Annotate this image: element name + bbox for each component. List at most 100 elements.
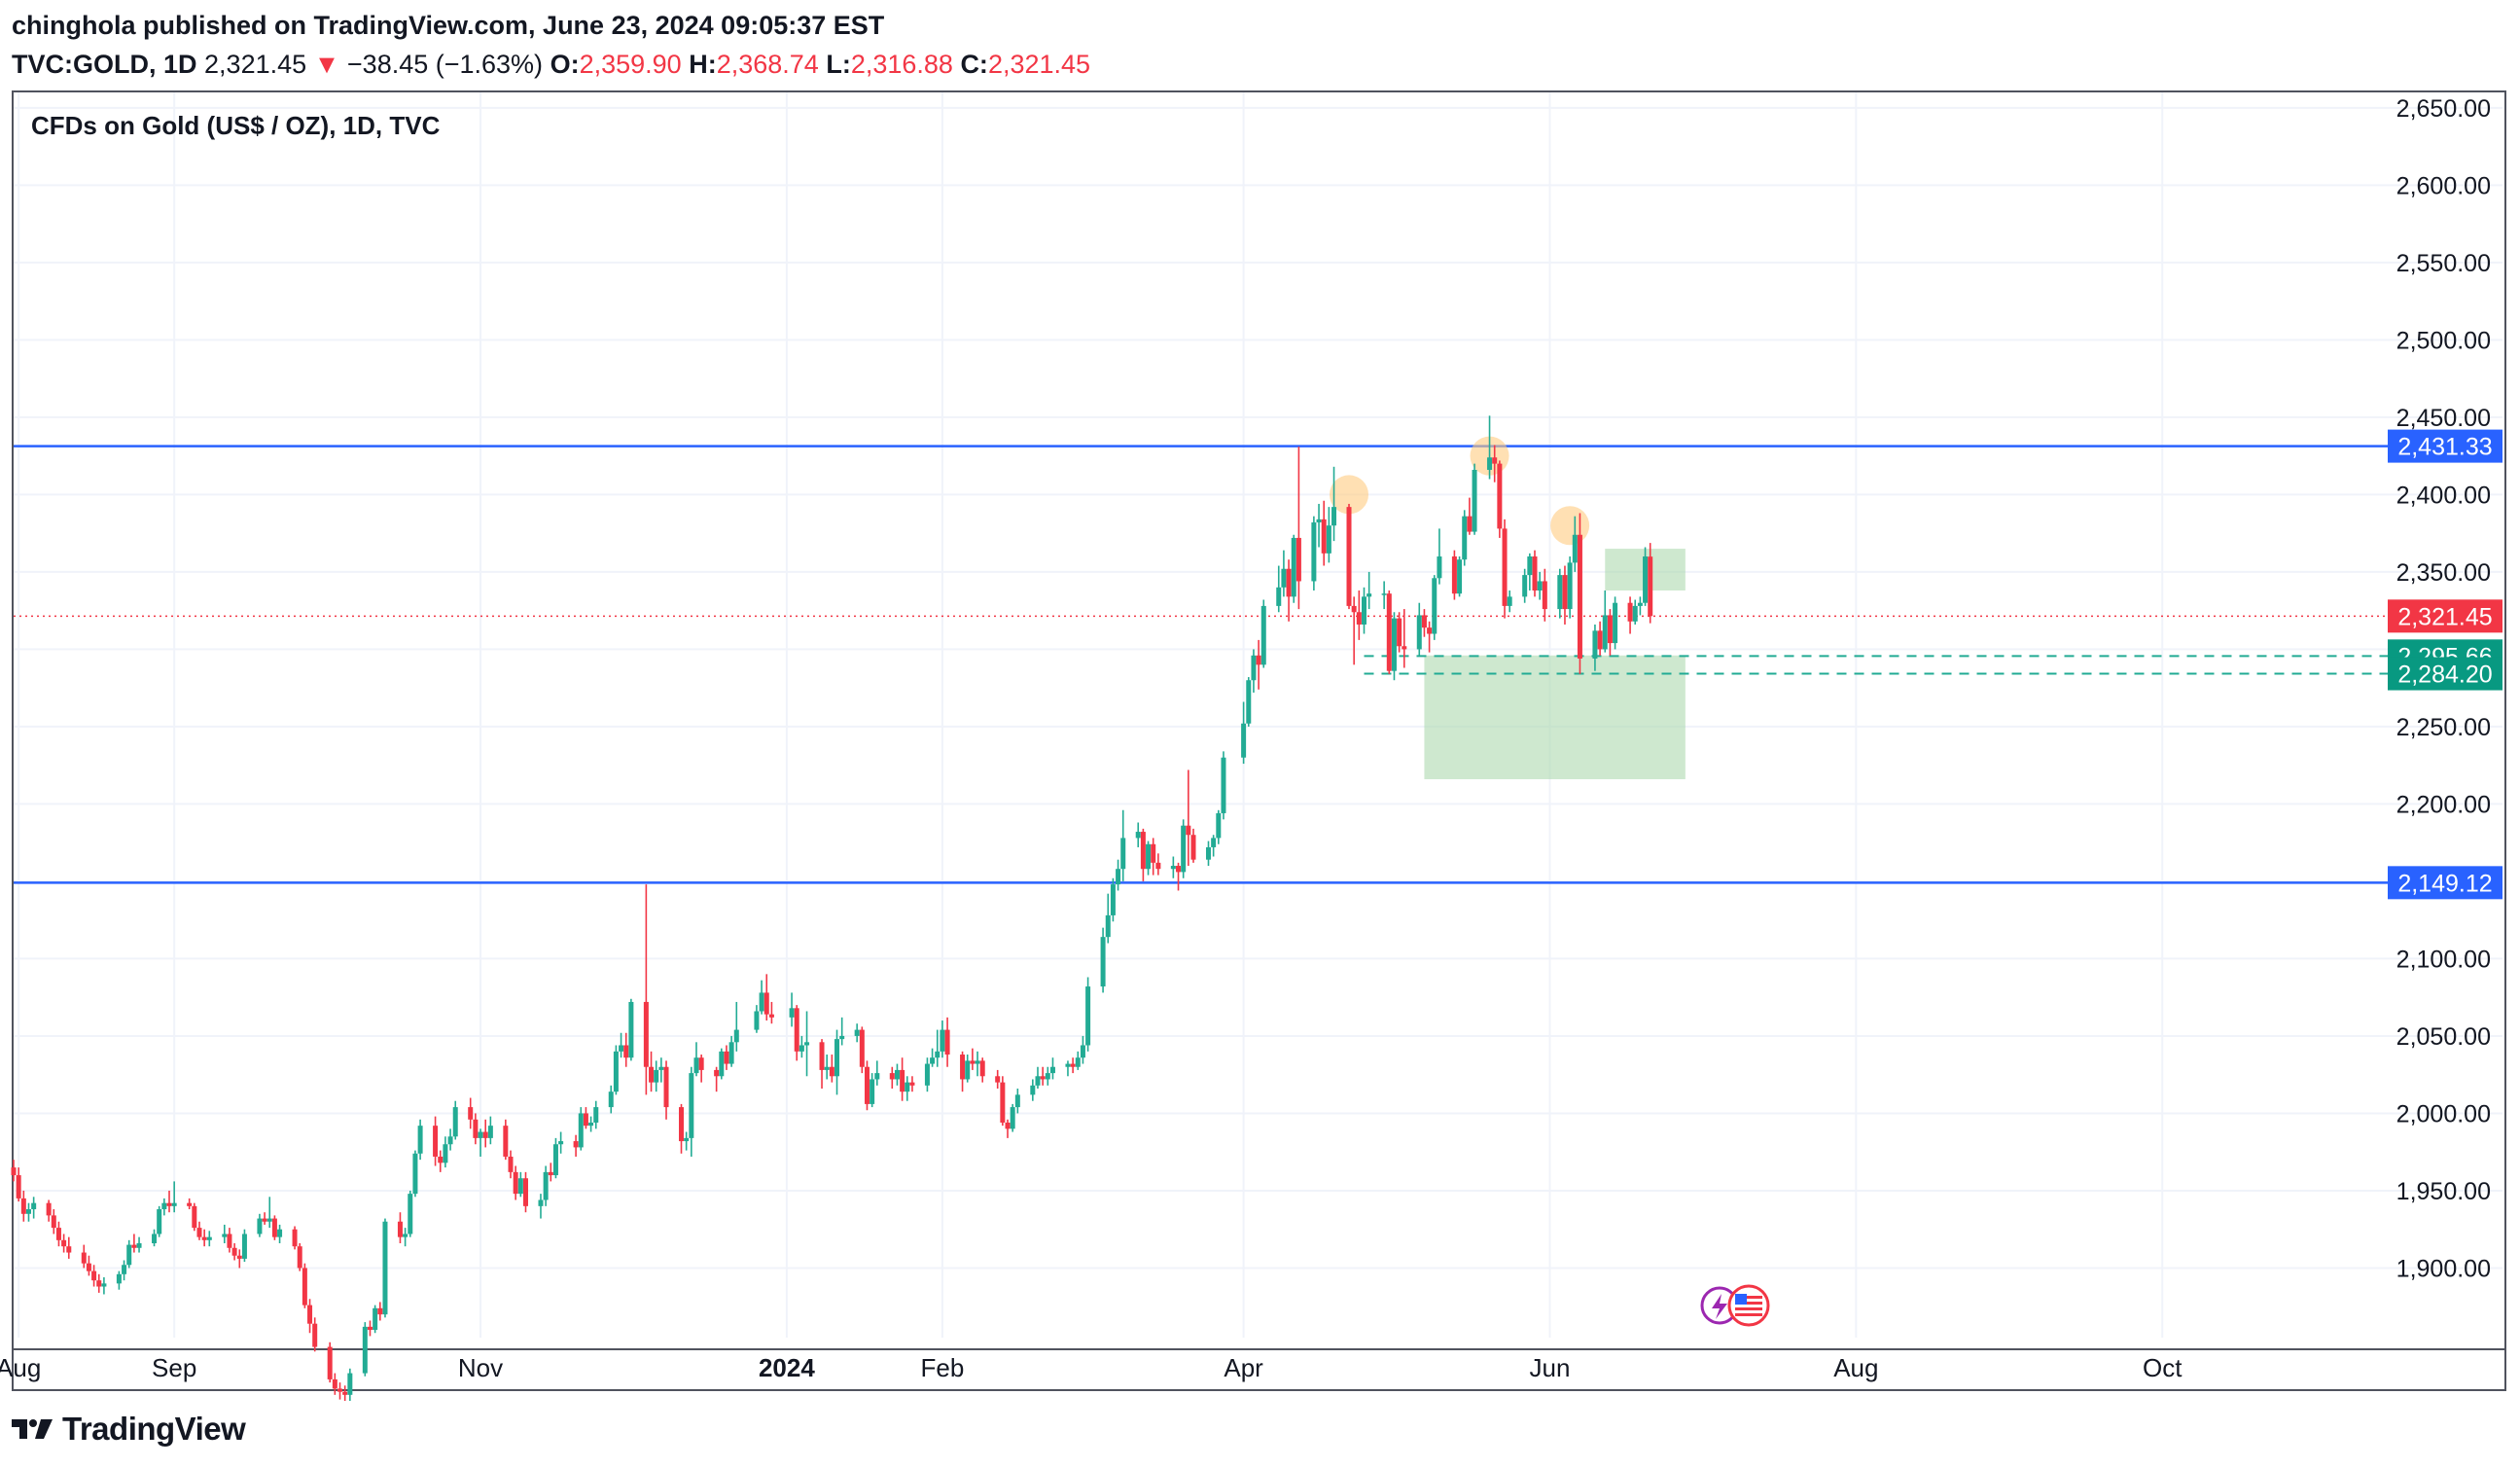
flag-stripe bbox=[1735, 1307, 1762, 1310]
flag-stripe bbox=[1735, 1313, 1762, 1316]
price-axis-label: 2,650.00 bbox=[2396, 95, 2491, 123]
candle-body bbox=[1397, 618, 1402, 647]
low-value: 2,316.88 bbox=[850, 50, 953, 79]
change-text: −38.45 (−1.63%) bbox=[346, 50, 544, 79]
candle-body bbox=[1557, 575, 1563, 610]
close-label: C: bbox=[960, 50, 988, 79]
candle-body bbox=[935, 1051, 941, 1058]
candle-body bbox=[1295, 537, 1301, 582]
candle-body bbox=[684, 1137, 690, 1142]
candle-body bbox=[1151, 843, 1156, 863]
candle-body bbox=[1246, 680, 1252, 724]
candle-body bbox=[187, 1202, 193, 1206]
candle-body bbox=[1316, 519, 1322, 523]
candle-body bbox=[517, 1178, 523, 1195]
candle-body bbox=[1176, 866, 1182, 873]
candle-body bbox=[1567, 562, 1573, 610]
candle-body bbox=[1100, 937, 1106, 987]
candle-body bbox=[593, 1107, 599, 1123]
candle-body bbox=[619, 1045, 624, 1052]
candle-body bbox=[679, 1107, 685, 1142]
candle-body bbox=[1049, 1066, 1055, 1074]
candle-body bbox=[1326, 525, 1331, 554]
time-axis-label: Nov bbox=[458, 1353, 503, 1382]
candle-body bbox=[292, 1229, 298, 1247]
candle-body bbox=[161, 1202, 167, 1210]
candle-body bbox=[839, 1035, 845, 1040]
candle-body bbox=[1010, 1107, 1015, 1129]
candle-body bbox=[262, 1218, 267, 1222]
candle-body bbox=[1311, 522, 1317, 582]
candle-body bbox=[1085, 986, 1091, 1046]
candle-body bbox=[1637, 602, 1643, 606]
candle-body bbox=[905, 1082, 910, 1092]
candle-body bbox=[1186, 825, 1191, 836]
price-badge-label: 2,431.33 bbox=[2397, 434, 2492, 461]
candle-body bbox=[1040, 1076, 1046, 1080]
candle-body bbox=[116, 1273, 122, 1284]
candle-body bbox=[1643, 556, 1649, 603]
candle-body bbox=[759, 992, 764, 1012]
candle-body bbox=[452, 1107, 458, 1137]
candle-body bbox=[206, 1236, 212, 1240]
chart-frame[interactable] bbox=[12, 90, 2506, 1391]
candle-body bbox=[1251, 655, 1257, 681]
candle-body bbox=[870, 1079, 875, 1104]
candle-body bbox=[864, 1066, 870, 1104]
publisher-text: chinghola published on TradingView.com, … bbox=[12, 11, 885, 40]
candle-body bbox=[1597, 630, 1603, 650]
candle-body bbox=[1522, 575, 1528, 597]
chart-title: CFDs on Gold (US$ / OZ), 1D, TVC bbox=[31, 111, 441, 140]
candle-body bbox=[362, 1326, 368, 1374]
candle-body bbox=[66, 1246, 72, 1253]
candle-body bbox=[1532, 556, 1538, 590]
candle-body bbox=[271, 1218, 277, 1237]
candle-body bbox=[131, 1244, 137, 1248]
candle-body bbox=[433, 1126, 439, 1157]
candle-body bbox=[1572, 534, 1578, 563]
price-badge-label: 2,321.45 bbox=[2397, 603, 2492, 630]
price-axis-label: 2,350.00 bbox=[2396, 559, 2491, 587]
candle-body bbox=[719, 1051, 725, 1077]
candle-body bbox=[1014, 1094, 1020, 1108]
candle-body bbox=[101, 1283, 107, 1287]
candle-body bbox=[1155, 862, 1161, 870]
candle-body bbox=[46, 1202, 52, 1216]
change-arrow-icon: ▼ bbox=[313, 50, 340, 79]
candle-body bbox=[940, 1029, 945, 1052]
candle-body bbox=[227, 1234, 232, 1248]
candle-body bbox=[302, 1268, 307, 1306]
candle-body bbox=[909, 1082, 915, 1086]
candle-body bbox=[1135, 832, 1141, 839]
candle-body bbox=[874, 1073, 880, 1080]
candle-body bbox=[829, 1066, 834, 1077]
candle-body bbox=[538, 1199, 544, 1206]
candle-body bbox=[970, 1060, 976, 1064]
candle-body bbox=[623, 1045, 629, 1058]
price-axis-label: 2,450.00 bbox=[2396, 405, 2491, 432]
candle-body bbox=[900, 1069, 905, 1092]
candle-body bbox=[714, 1069, 720, 1077]
candle-body bbox=[1260, 605, 1266, 665]
candle-body bbox=[25, 1209, 31, 1214]
candle-body bbox=[447, 1136, 453, 1145]
candle-body bbox=[608, 1091, 614, 1108]
price-axis-label: 2,000.00 bbox=[2396, 1100, 2491, 1127]
price-axis-label: 2,050.00 bbox=[2396, 1023, 2491, 1051]
candle-body bbox=[834, 1039, 840, 1077]
price-badge-label: 2,149.12 bbox=[2397, 870, 2492, 897]
candle-body bbox=[241, 1234, 247, 1259]
candle-body bbox=[689, 1073, 694, 1138]
symbol-text[interactable]: TVC:GOLD, 1D bbox=[12, 50, 197, 79]
time-axis-label: Jun bbox=[1530, 1353, 1571, 1382]
candle-body bbox=[1241, 723, 1247, 758]
candle-body bbox=[373, 1307, 378, 1331]
candle-body bbox=[1492, 457, 1498, 464]
candle-body bbox=[297, 1246, 302, 1269]
candle-body bbox=[417, 1126, 423, 1154]
candle-body bbox=[487, 1126, 493, 1138]
candle-body bbox=[337, 1388, 343, 1392]
open-value: 2,359.90 bbox=[579, 50, 682, 79]
chart-canvas[interactable]: Aug Sep Nov 2024 Feb Apr Jun Aug Oct 2,650.00 2,60… bbox=[0, 0, 2520, 1401]
candle-body bbox=[1170, 866, 1176, 870]
